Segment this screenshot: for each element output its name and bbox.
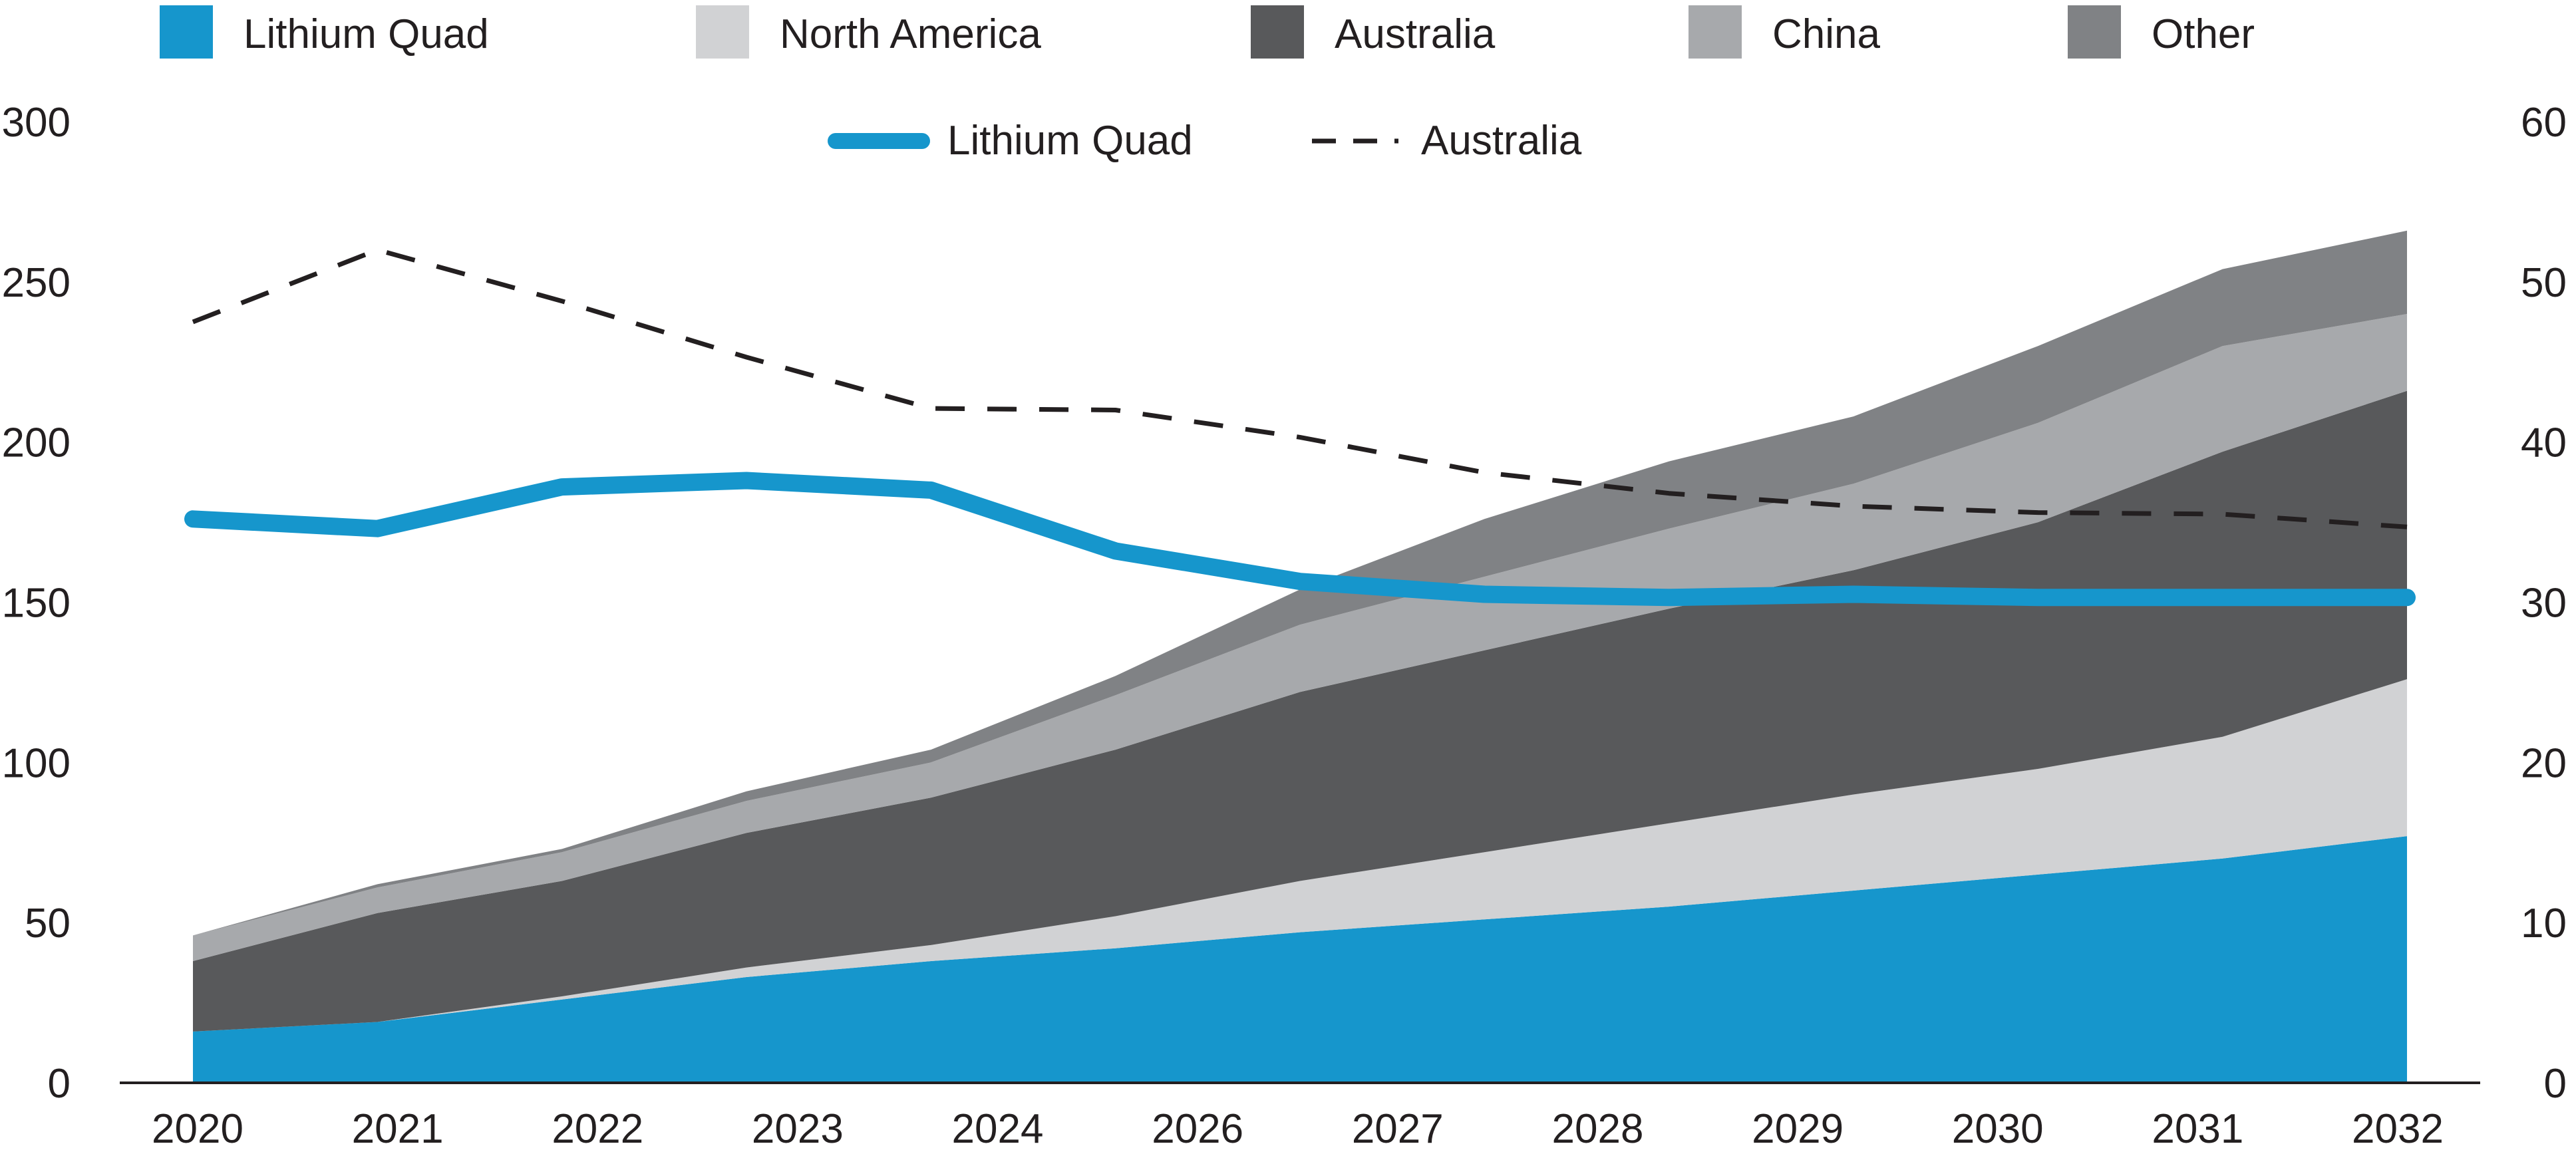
- area-layers: [193, 230, 2407, 1083]
- line-australia-dashed: [192, 247, 2408, 529]
- legend-label-north-america: North America: [780, 11, 1041, 57]
- y-left-tick-label: 300: [2, 100, 71, 146]
- x-tick-label: 2024: [952, 1106, 1044, 1150]
- y-left-tick-label: 150: [2, 581, 71, 627]
- legend-label-australia: Australia: [1335, 11, 1496, 57]
- y-axis-right: 0 10 20 30 40 50 60: [2521, 100, 2567, 1107]
- legend-line-label-lithium-quad: Lithium Quad: [947, 118, 1193, 164]
- y-left-tick-label: 200: [2, 420, 71, 466]
- legend-swatch-north-america: [696, 5, 749, 59]
- legend-swatch-other: [2068, 5, 2121, 59]
- line-legend: Lithium Quad Australia: [828, 118, 1582, 164]
- line-lithium-quad-solid: [184, 472, 2416, 607]
- y-right-tick-label: 30: [2521, 581, 2567, 627]
- y-left-tick-label: 0: [48, 1061, 71, 1107]
- x-tick-label: 2027: [1352, 1106, 1444, 1150]
- x-tick-label: 2029: [1752, 1106, 1844, 1150]
- x-tick-label: 2026: [1152, 1106, 1243, 1150]
- x-tick-label: 2032: [2352, 1106, 2444, 1150]
- y-right-tick-label: 60: [2521, 100, 2567, 146]
- x-tick-label: 2020: [152, 1106, 243, 1150]
- area-lithium-quad: [193, 836, 2407, 1083]
- x-tick-label: 2023: [752, 1106, 844, 1150]
- y-left-tick-label: 50: [25, 901, 71, 946]
- legend-label-other: Other: [2152, 11, 2255, 57]
- y-right-tick-label: 50: [2521, 260, 2567, 306]
- y-left-tick-label: 100: [2, 740, 71, 786]
- legend-line-label-australia: Australia: [1421, 118, 1582, 164]
- line-layers: [184, 247, 2416, 607]
- x-tick-label: 2028: [1552, 1106, 1644, 1150]
- x-tick-label: 2030: [1952, 1106, 2044, 1150]
- y-right-tick-label: 0: [2544, 1061, 2567, 1107]
- area-china: [193, 314, 2407, 961]
- x-axis: 2020 2021 2022 2023 2024 2026 2027 2028 2029 2030…: [152, 1106, 2444, 1150]
- y-right-tick-label: 10: [2521, 901, 2567, 946]
- area-australia: [193, 390, 2407, 1032]
- legend-swatch-lithium-quad: [160, 5, 213, 59]
- x-tick-label: 2022: [552, 1106, 643, 1150]
- y-right-tick-label: 40: [2521, 420, 2567, 466]
- area-other: [193, 230, 2407, 936]
- area-legend: Lithium Quad North America Australia China O…: [160, 5, 2255, 59]
- y-right-tick-label: 20: [2521, 740, 2567, 786]
- legend-swatch-australia: [1251, 5, 1304, 59]
- legend-label-china: China: [1772, 11, 1881, 57]
- x-tick-label: 2031: [2152, 1106, 2243, 1150]
- legend-swatch-china: [1689, 5, 1742, 59]
- area-north-america: [193, 679, 2407, 1032]
- x-tick-label: 2021: [352, 1106, 444, 1150]
- y-left-tick-label: 250: [2, 260, 71, 306]
- y-axis-left: 0 50 100 150 200 250 300: [2, 100, 71, 1107]
- legend-label-lithium-quad: Lithium Quad: [243, 11, 489, 57]
